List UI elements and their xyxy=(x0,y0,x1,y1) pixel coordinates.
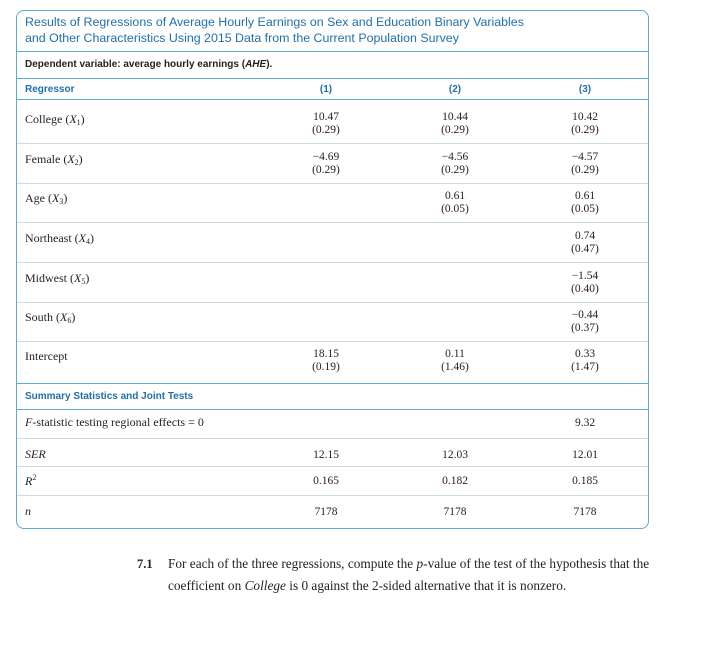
summary-cell-c2: 0.182 xyxy=(442,475,468,487)
table-title-line2: and Other Characteristics Using 2015 Dat… xyxy=(25,31,459,45)
title-divider xyxy=(17,51,648,52)
header-regressor: Regressor xyxy=(25,84,75,95)
summary-header-rule xyxy=(17,409,648,410)
row-divider xyxy=(17,262,648,263)
summary-cell-c1: 7178 xyxy=(314,506,338,518)
coef-cell-c2: 0.61 (0.05) xyxy=(441,190,469,215)
coef-cell-c1: −4.69 (0.29) xyxy=(312,151,340,176)
row-label: Age (X3) xyxy=(25,191,68,206)
row-label: Intercept xyxy=(25,349,68,363)
row-divider xyxy=(17,183,648,184)
table-title: Results of Regressions of Average Hourly… xyxy=(25,14,585,46)
coef-cell-c3: 0.61 (0.05) xyxy=(571,190,599,215)
summary-divider xyxy=(17,438,648,439)
summary-divider xyxy=(17,495,648,496)
row-label: Female (X2) xyxy=(25,152,83,167)
summary-cell-c2: 12.03 xyxy=(442,449,468,461)
summary-cell-c2: 7178 xyxy=(443,506,467,518)
summary-header: Summary Statistics and Joint Tests xyxy=(25,391,194,402)
summary-cell-c3: 12.01 xyxy=(572,449,598,461)
exercise-7-1: 7.1 For each of the three regressions, c… xyxy=(137,553,657,597)
header-top-rule xyxy=(17,78,648,79)
coef-cell-c3: 0.33 (1.47) xyxy=(571,348,599,373)
coef-cell-c2: 0.11 (1.46) xyxy=(441,348,469,373)
coef-cell-c3: 10.42 (0.29) xyxy=(571,111,599,136)
header-col1: (1) xyxy=(319,84,333,95)
summary-label: F-statistic testing regional effects = 0 xyxy=(25,415,204,429)
coef-cell-c3: −4.57 (0.29) xyxy=(571,151,599,176)
coef-cell-c3: −1.54 (0.40) xyxy=(571,270,599,295)
summary-cell-c1: 0.165 xyxy=(313,475,339,487)
row-divider xyxy=(17,222,648,223)
summary-cell-c1: 12.15 xyxy=(313,449,339,461)
summary-label: SER xyxy=(25,447,46,461)
exercise-text: For each of the three regressions, compu… xyxy=(168,556,650,593)
summary-top-rule xyxy=(17,383,648,384)
summary-cell-c3: 7178 xyxy=(573,506,597,518)
row-label: South (X6) xyxy=(25,310,76,325)
summary-cell-c3: 9.32 xyxy=(574,417,596,429)
row-label: Midwest (X5) xyxy=(25,271,90,286)
header-col2: (2) xyxy=(448,84,462,95)
dependent-variable-label: Dependent variable: average hourly earni… xyxy=(25,59,273,70)
summary-cell-c3: 0.185 xyxy=(572,475,598,487)
exercise-number: 7.1 xyxy=(137,557,153,571)
coef-cell-c2: −4.56 (0.29) xyxy=(441,151,469,176)
header-col3: (3) xyxy=(578,84,592,95)
coef-cell-c3: −0.44 (0.37) xyxy=(571,309,599,334)
row-label: Northeast (X4) xyxy=(25,231,94,246)
coef-cell-c2: 10.44 (0.29) xyxy=(441,111,469,136)
row-divider xyxy=(17,341,648,342)
coef-cell-c3: 0.74 (0.47) xyxy=(571,230,599,255)
row-divider xyxy=(17,143,648,144)
summary-label: R2 xyxy=(25,473,37,488)
table-title-line1: Results of Regressions of Average Hourly… xyxy=(25,15,524,29)
regression-table: Results of Regressions of Average Hourly… xyxy=(16,10,649,529)
summary-divider xyxy=(17,466,648,467)
row-divider xyxy=(17,302,648,303)
coef-cell-c1: 10.47 (0.29) xyxy=(312,111,340,136)
coef-cell-c1: 18.15 (0.19) xyxy=(312,348,340,373)
row-label: College (X1) xyxy=(25,112,85,127)
summary-label: n xyxy=(25,504,31,518)
header-bottom-rule xyxy=(17,99,648,100)
